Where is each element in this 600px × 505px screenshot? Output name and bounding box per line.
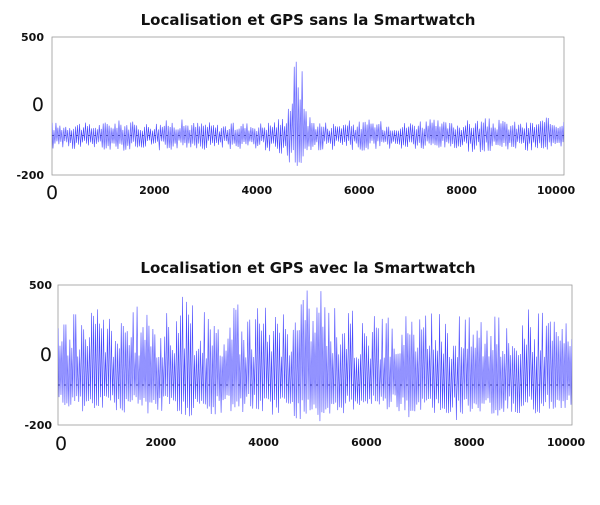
x-tick-bottom-10000: 10000 <box>547 436 586 449</box>
x-tick-bottom-4000: 4000 <box>248 436 279 449</box>
x-tick-top-10000: 10000 <box>537 184 576 197</box>
chart-title-bottom: Localisation et GPS avec la Smartwatch <box>140 259 475 277</box>
x-tick-top-4000: 4000 <box>241 184 272 197</box>
series-line-1-0 <box>58 290 572 422</box>
x-tick-top-8000: 8000 <box>446 184 477 197</box>
y-tick-top-500: 500 <box>21 31 44 44</box>
plot-frame-top <box>51 36 565 176</box>
y-tick-bottom-0: 0 <box>40 344 52 366</box>
x-tick-top-0: 0 <box>46 182 58 204</box>
x-tick-top-6000: 6000 <box>344 184 375 197</box>
series-marks-bottom <box>58 290 572 422</box>
y-tick-bottom-500: 500 <box>29 279 52 292</box>
x-tick-bottom-2000: 2000 <box>145 436 176 449</box>
y-tick-bottom-neg200: -200 <box>24 419 52 432</box>
x-tick-bottom-6000: 6000 <box>351 436 382 449</box>
series-line-0-0 <box>52 61 564 166</box>
x-tick-bottom-0: 0 <box>55 433 67 455</box>
y-tick-top-neg200: -200 <box>16 169 44 182</box>
x-tick-bottom-8000: 8000 <box>454 436 485 449</box>
series-marks-top <box>52 61 564 166</box>
y-tick-top-0: 0 <box>32 94 44 116</box>
panel-top: Localisation et GPS sans la Smartwatch 5… <box>16 11 575 204</box>
x-tick-top-2000: 2000 <box>139 184 170 197</box>
panel-bottom: Localisation et GPS avec la Smartwatch 5… <box>24 259 585 455</box>
chart-title-top: Localisation et GPS sans la Smartwatch <box>141 11 476 29</box>
